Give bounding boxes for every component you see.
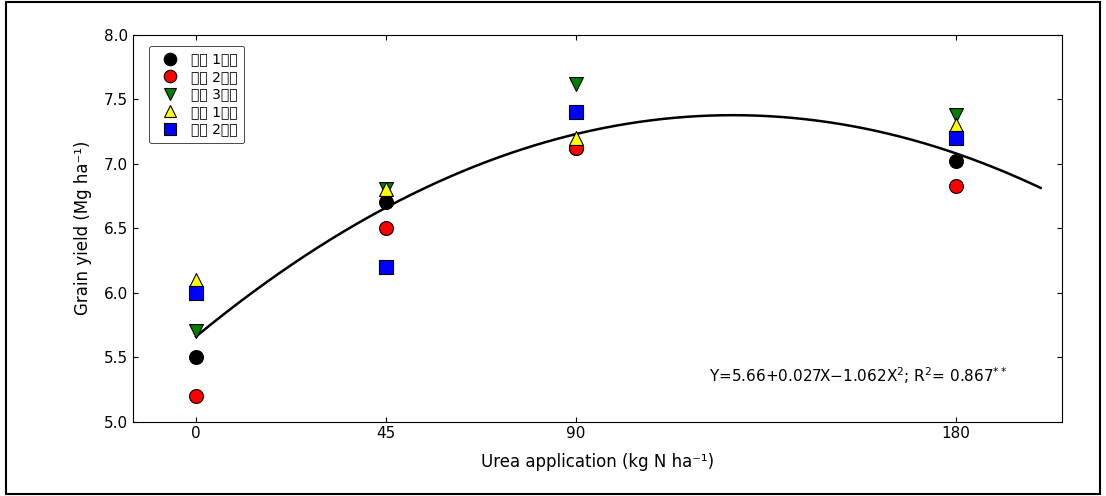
Point xyxy=(187,289,205,297)
Point xyxy=(187,392,205,400)
Point xyxy=(377,263,395,271)
Point xyxy=(567,80,585,88)
Point xyxy=(377,198,395,206)
Point xyxy=(948,134,966,142)
X-axis label: Urea application (kg N ha⁻¹): Urea application (kg N ha⁻¹) xyxy=(481,452,713,471)
Point xyxy=(948,157,966,165)
Point xyxy=(567,108,585,116)
Point xyxy=(187,353,205,361)
Point xyxy=(567,144,585,152)
Point xyxy=(377,224,395,232)
Text: Y=5.66+0.027X$-$1.062X$^2$; R$^2$= 0.867$^{**}$: Y=5.66+0.027X$-$1.062X$^2$; R$^2$= 0.867… xyxy=(709,365,1008,385)
Y-axis label: Grain yield (Mg ha⁻¹): Grain yield (Mg ha⁻¹) xyxy=(74,141,93,315)
Point xyxy=(948,121,966,129)
Point xyxy=(567,144,585,152)
Point xyxy=(948,111,966,119)
Point xyxy=(187,276,205,284)
Point xyxy=(377,186,395,193)
Legend: 영남 1년차, 영남 2년차, 영남 3년차, 호남 1년차, 호남 2년차: 영남 1년차, 영남 2년차, 영남 3년차, 호남 1년차, 호남 2년차 xyxy=(149,46,244,143)
Point xyxy=(187,327,205,335)
Point xyxy=(567,134,585,142)
Point xyxy=(948,182,966,189)
Point xyxy=(377,186,395,193)
